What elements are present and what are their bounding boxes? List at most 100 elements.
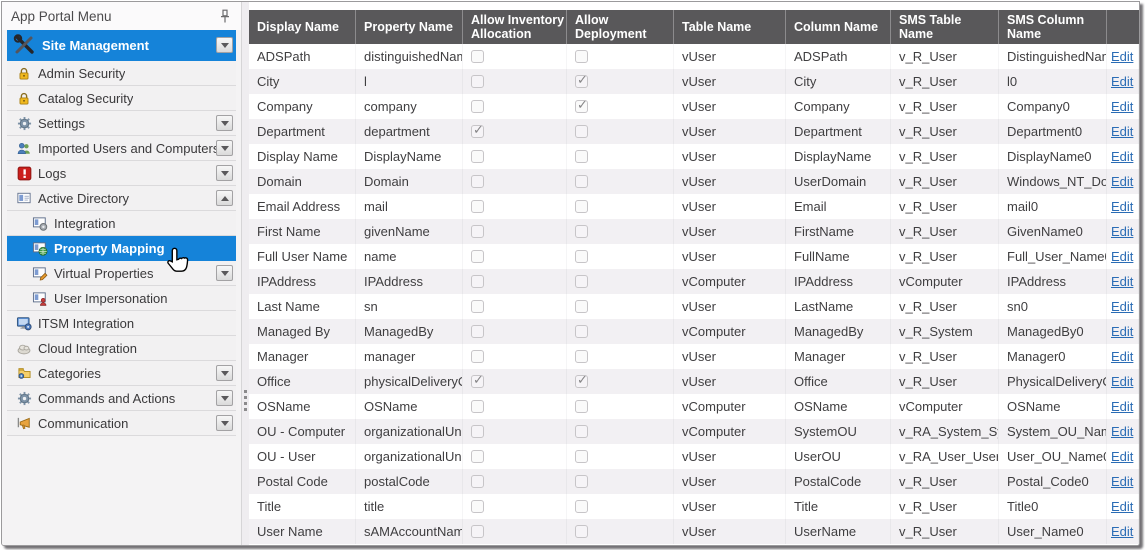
sms-table-name-cell: v_R_User bbox=[891, 219, 999, 244]
edit-link[interactable]: Edit bbox=[1111, 474, 1134, 489]
allow-deployment-checkbox[interactable] bbox=[575, 500, 588, 513]
sidebar-item-imported-users-and-computers[interactable]: Imported Users and Computers bbox=[7, 136, 236, 161]
allow-deployment-checkbox[interactable] bbox=[575, 372, 588, 388]
allow-deployment-checkbox[interactable] bbox=[575, 275, 588, 288]
allow-deployment-checkbox[interactable] bbox=[575, 325, 588, 338]
edit-link[interactable]: Edit bbox=[1111, 349, 1134, 364]
edit-link[interactable]: Edit bbox=[1111, 424, 1134, 439]
sidebar-item-virtual-properties[interactable]: Virtual Properties bbox=[7, 261, 236, 286]
column-header-table-name[interactable]: Table Name bbox=[674, 10, 786, 44]
edit-link[interactable]: Edit bbox=[1111, 224, 1134, 239]
edit-link[interactable]: Edit bbox=[1111, 49, 1134, 64]
edit-link[interactable]: Edit bbox=[1111, 174, 1134, 189]
allow-inventory-allocation-checkbox[interactable] bbox=[471, 75, 484, 88]
column-header-sms-column-name[interactable]: SMS Column Name bbox=[999, 10, 1107, 44]
allow-inventory-allocation-checkbox[interactable] bbox=[471, 50, 484, 63]
edit-link[interactable]: Edit bbox=[1111, 74, 1134, 89]
allow-deployment-checkbox[interactable] bbox=[575, 72, 588, 88]
sidebar-item-settings[interactable]: Settings bbox=[7, 111, 236, 136]
column-header-edit[interactable] bbox=[1107, 10, 1139, 44]
chevron-down-icon[interactable] bbox=[216, 365, 233, 381]
allow-deployment-checkbox[interactable] bbox=[575, 175, 588, 188]
column-header-column-name[interactable]: Column Name bbox=[786, 10, 891, 44]
allow-deployment-checkbox[interactable] bbox=[575, 150, 588, 163]
allow-inventory-allocation-checkbox[interactable] bbox=[471, 325, 484, 338]
allow-deployment-checkbox[interactable] bbox=[575, 400, 588, 413]
allow-inventory-allocation-checkbox[interactable] bbox=[471, 525, 484, 538]
allow-deployment-checkbox[interactable] bbox=[575, 200, 588, 213]
column-header-property-name[interactable]: Property Name bbox=[356, 10, 463, 44]
chevron-down-icon[interactable] bbox=[216, 165, 233, 181]
chevron-down-icon[interactable] bbox=[216, 37, 233, 53]
chevron-down-icon[interactable] bbox=[216, 415, 233, 431]
lock-icon bbox=[15, 90, 33, 106]
edit-link[interactable]: Edit bbox=[1111, 449, 1134, 464]
allow-inventory-allocation-checkbox[interactable] bbox=[471, 100, 484, 113]
allow-inventory-allocation-checkbox[interactable] bbox=[471, 275, 484, 288]
allow-inventory-allocation-checkbox[interactable] bbox=[471, 475, 484, 488]
sidebar-item-site-management[interactable]: Site Management bbox=[7, 30, 236, 61]
chevron-down-icon[interactable] bbox=[216, 140, 233, 156]
edit-link[interactable]: Edit bbox=[1111, 99, 1134, 114]
edit-link[interactable]: Edit bbox=[1111, 149, 1134, 164]
allow-inventory-allocation-checkbox[interactable] bbox=[471, 500, 484, 513]
sidebar-item-label: Communication bbox=[38, 415, 129, 431]
column-header-sms-table-name[interactable]: SMS Table Name bbox=[891, 10, 999, 44]
allow-deployment-checkbox[interactable] bbox=[575, 425, 588, 438]
allow-inventory-allocation-checkbox[interactable] bbox=[471, 150, 484, 163]
edit-link[interactable]: Edit bbox=[1111, 499, 1134, 514]
edit-link[interactable]: Edit bbox=[1111, 249, 1134, 264]
allow-inventory-allocation-checkbox[interactable] bbox=[471, 175, 484, 188]
sidebar-item-property-mapping[interactable]: Property Mapping bbox=[7, 236, 236, 261]
chevron-up-icon[interactable] bbox=[216, 190, 233, 206]
sidebar-item-commands-and-actions[interactable]: Commands and Actions bbox=[7, 386, 236, 411]
allow-inventory-allocation-checkbox[interactable] bbox=[471, 400, 484, 413]
edit-link[interactable]: Edit bbox=[1111, 124, 1134, 139]
edit-link[interactable]: Edit bbox=[1111, 524, 1134, 539]
edit-link[interactable]: Edit bbox=[1111, 399, 1134, 414]
allow-deployment-checkbox[interactable] bbox=[575, 350, 588, 363]
column-header-allow-inventory-allocation[interactable]: Allow Inventory Allocation bbox=[463, 10, 567, 44]
allow-deployment-checkbox[interactable] bbox=[575, 475, 588, 488]
allow-deployment-checkbox[interactable] bbox=[575, 225, 588, 238]
column-header-allow-deployment[interactable]: Allow Deployment bbox=[567, 10, 674, 44]
sidebar-item-integration[interactable]: Integration bbox=[7, 211, 236, 236]
edit-link[interactable]: Edit bbox=[1111, 199, 1134, 214]
chevron-down-icon[interactable] bbox=[216, 265, 233, 281]
allow-deployment-checkbox[interactable] bbox=[575, 525, 588, 538]
allow-deployment-checkbox[interactable] bbox=[575, 250, 588, 263]
allow-inventory-allocation-checkbox[interactable] bbox=[471, 350, 484, 363]
edit-link[interactable]: Edit bbox=[1111, 374, 1134, 389]
allow-deployment-checkbox[interactable] bbox=[575, 125, 588, 138]
sidebar-item-itsm-integration[interactable]: ITSM Integration bbox=[7, 311, 236, 336]
sidebar-item-admin-security[interactable]: Admin Security bbox=[7, 61, 236, 86]
chevron-down-icon[interactable] bbox=[216, 390, 233, 406]
allow-inventory-allocation-checkbox[interactable] bbox=[471, 225, 484, 238]
pin-icon[interactable] bbox=[218, 8, 232, 24]
allow-inventory-allocation-checkbox[interactable] bbox=[471, 450, 484, 463]
column-header-display-name[interactable]: Display Name bbox=[249, 10, 356, 44]
allow-inventory-allocation-checkbox[interactable] bbox=[471, 122, 484, 138]
sidebar-item-communication[interactable]: Communication bbox=[7, 411, 236, 436]
allow-deployment-checkbox[interactable] bbox=[575, 450, 588, 463]
sidebar-item-active-directory[interactable]: Active Directory bbox=[7, 186, 236, 211]
allow-inventory-allocation-checkbox[interactable] bbox=[471, 300, 484, 313]
allow-inventory-allocation-checkbox[interactable] bbox=[471, 200, 484, 213]
sidebar-item-catalog-security[interactable]: Catalog Security bbox=[7, 86, 236, 111]
splitter-handle[interactable] bbox=[242, 2, 249, 545]
edit-link[interactable]: Edit bbox=[1111, 324, 1134, 339]
display-name-cell: IPAddress bbox=[249, 269, 356, 294]
allow-deployment-checkbox[interactable] bbox=[575, 50, 588, 63]
sidebar-item-cloud-integration[interactable]: Cloud Integration bbox=[7, 336, 236, 361]
allow-inventory-allocation-checkbox[interactable] bbox=[471, 425, 484, 438]
sidebar-item-categories[interactable]: Categories bbox=[7, 361, 236, 386]
allow-deployment-checkbox[interactable] bbox=[575, 97, 588, 113]
edit-link[interactable]: Edit bbox=[1111, 299, 1134, 314]
allow-inventory-allocation-checkbox[interactable] bbox=[471, 372, 484, 388]
sidebar-item-logs[interactable]: Logs bbox=[7, 161, 236, 186]
allow-deployment-checkbox[interactable] bbox=[575, 300, 588, 313]
allow-inventory-allocation-checkbox[interactable] bbox=[471, 250, 484, 263]
sidebar-item-user-impersonation[interactable]: User Impersonation bbox=[7, 286, 236, 311]
chevron-down-icon[interactable] bbox=[216, 115, 233, 131]
edit-link[interactable]: Edit bbox=[1111, 274, 1134, 289]
